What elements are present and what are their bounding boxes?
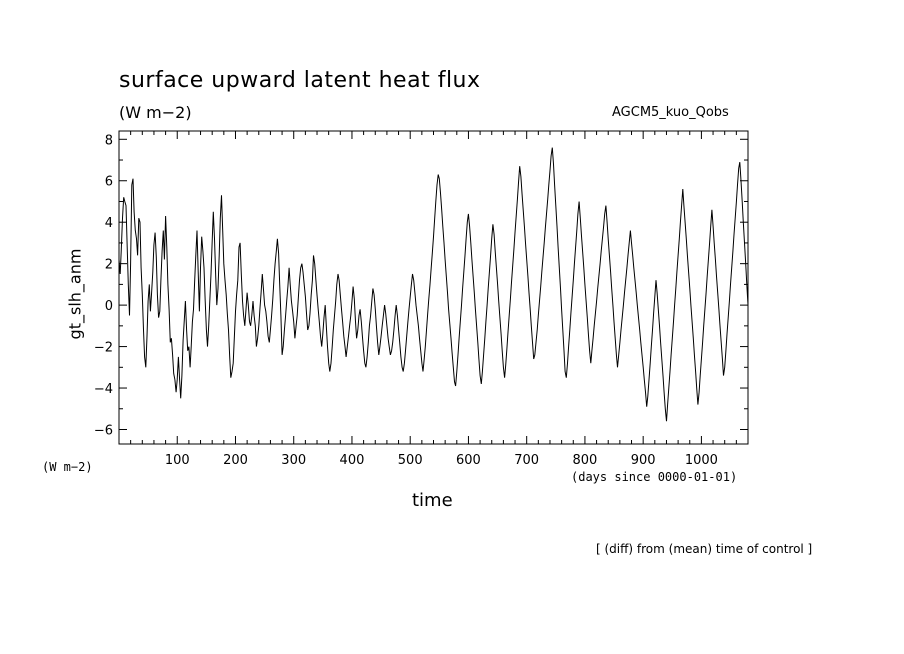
y-tick-label: 8 [105, 133, 113, 148]
x-tick-label: 700 [514, 453, 539, 468]
axis-ticks: 100 200 300 400 500 600 700 800 900 1000 −6 −4 −2 0 2 4… [94, 131, 748, 468]
y-tick-label: −2 [94, 341, 113, 356]
x-tick-label: 200 [223, 453, 248, 468]
run-label: AGCM5_kuo_Qobs [612, 105, 729, 120]
x-tick-label: 400 [340, 453, 365, 468]
x-tick-label: 1000 [685, 453, 718, 468]
plot-frame [118, 130, 749, 445]
chart-note: [ (diff) from (mean) time of control ] [596, 542, 813, 556]
y-axis-units: (W m−2) [42, 460, 93, 474]
x-tick-label: 500 [398, 453, 423, 468]
chart-title: surface upward latent heat flux [119, 68, 481, 93]
x-axis-label: time [412, 490, 453, 511]
y-tick-label: 2 [105, 258, 113, 273]
y-tick-label: 6 [105, 175, 113, 190]
x-tick-label: 300 [281, 453, 306, 468]
y-tick-label: 4 [105, 216, 113, 231]
x-tick-label: 600 [456, 453, 481, 468]
y-tick-label: 0 [105, 299, 113, 314]
series-line [118, 147, 749, 422]
x-tick-label: 900 [631, 453, 656, 468]
x-axis-units: (days since 0000-01-01) [571, 470, 738, 484]
y-tick-label: −6 [94, 423, 113, 438]
x-tick-label: 800 [573, 453, 598, 468]
chart-units: (W m−2) [119, 103, 192, 122]
y-tick-label: −4 [94, 382, 113, 397]
x-tick-label: 100 [165, 453, 190, 468]
